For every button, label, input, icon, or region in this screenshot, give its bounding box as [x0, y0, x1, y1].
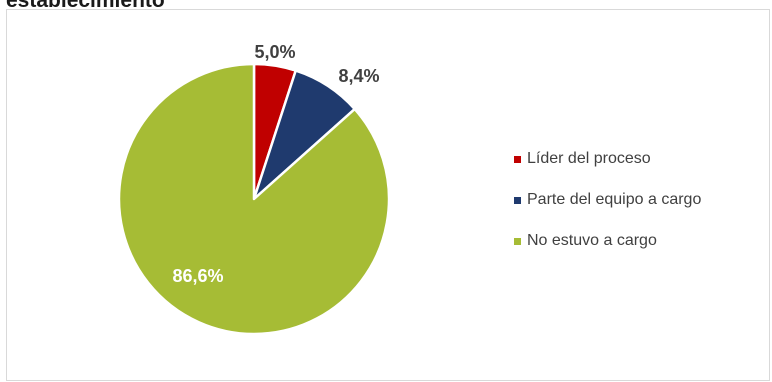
pie-slice-no-estuvo-a-cargo — [117, 62, 391, 336]
legend-label: Parte del equipo a cargo — [527, 191, 702, 208]
legend-label: Líder del proceso — [527, 150, 651, 167]
legend-item-lider-del-proceso: Líder del proceso — [514, 146, 701, 172]
chart-legend: Líder del proceso Parte del equipo a carg… — [514, 146, 701, 269]
legend-item-parte-del-equipo-a-cargo: Parte del equipo a cargo — [514, 187, 701, 213]
data-label-no-estuvo-a-cargo: 86,6% — [172, 266, 223, 286]
chart-frame — [6, 9, 770, 381]
legend-swatch — [514, 237, 521, 245]
data-label-parte-del-equipo-a-cargo: 8,4% — [338, 66, 379, 86]
legend-swatch — [514, 155, 521, 163]
legend-swatch — [514, 196, 521, 204]
data-label-lider-del-proceso: 5,0% — [254, 42, 295, 62]
legend-item-no-estuvo-a-cargo: No estuvo a cargo — [514, 228, 701, 254]
legend-label: No estuvo a cargo — [527, 232, 657, 249]
